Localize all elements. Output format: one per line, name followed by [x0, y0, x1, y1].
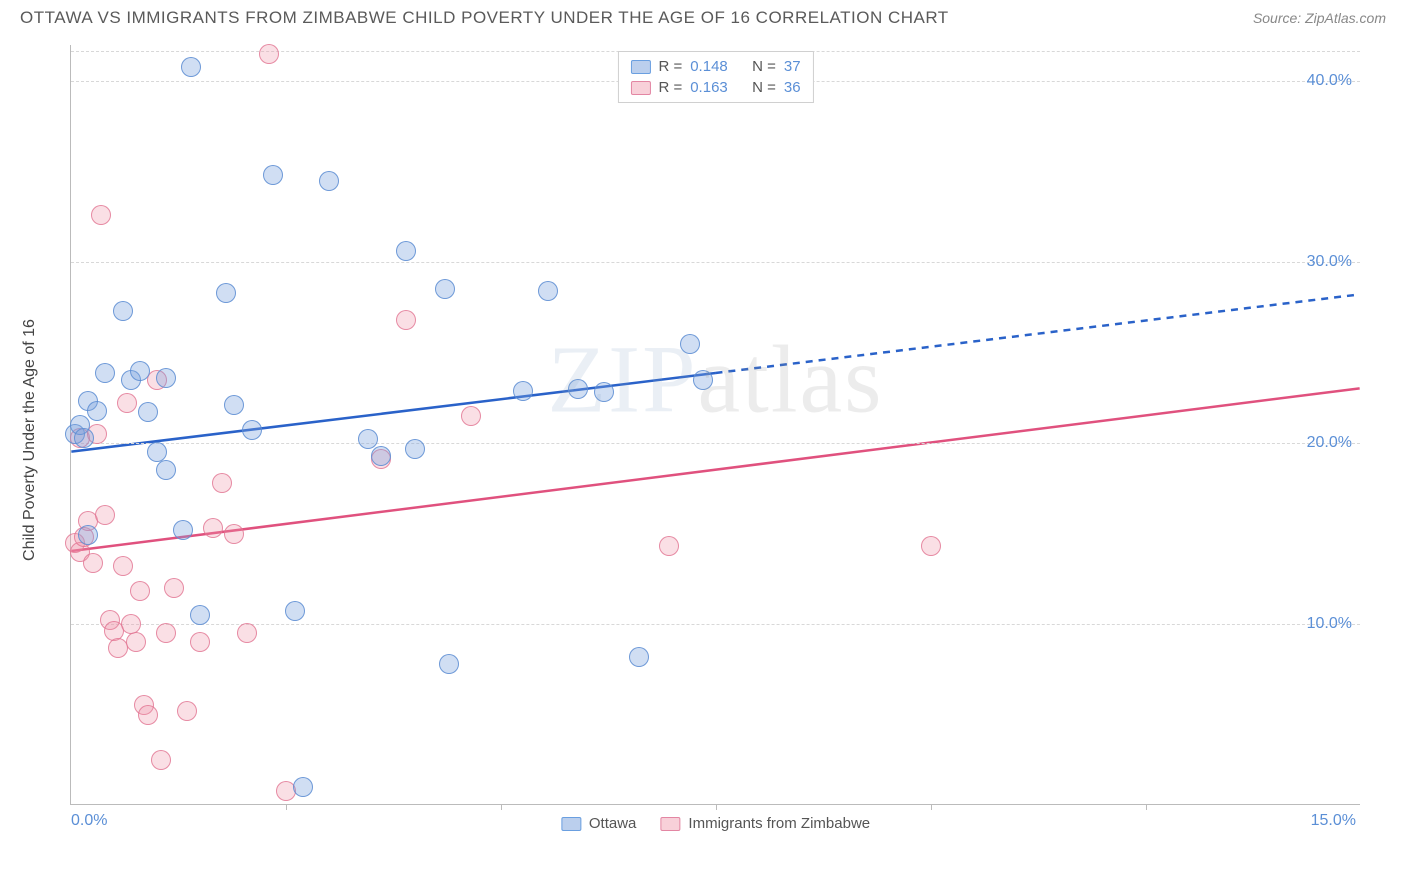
data-point — [513, 381, 533, 401]
swatch-blue — [561, 817, 581, 831]
data-point — [237, 623, 257, 643]
data-point — [435, 279, 455, 299]
r-value: 0.163 — [690, 79, 728, 96]
x-tick-label: 0.0% — [71, 812, 107, 830]
data-point — [181, 57, 201, 77]
data-point — [461, 406, 481, 426]
data-point — [95, 363, 115, 383]
data-point — [156, 368, 176, 388]
data-point — [138, 402, 158, 422]
x-tick — [286, 804, 287, 810]
data-point — [190, 605, 210, 625]
data-point — [117, 393, 137, 413]
x-tick — [501, 804, 502, 810]
series-legend: Ottawa Immigrants from Zimbabwe — [561, 815, 870, 832]
r-label: R = — [658, 58, 682, 75]
data-point — [177, 701, 197, 721]
data-point — [138, 705, 158, 725]
data-point — [74, 428, 94, 448]
x-tick — [931, 804, 932, 810]
data-point — [78, 525, 98, 545]
n-value: 37 — [784, 58, 801, 75]
data-point — [263, 165, 283, 185]
chart-title: OTTAWA VS IMMIGRANTS FROM ZIMBABWE CHILD… — [20, 8, 949, 28]
data-point — [190, 632, 210, 652]
legend-label: Immigrants from Zimbabwe — [688, 815, 870, 832]
x-tick — [1146, 804, 1147, 810]
data-point — [91, 205, 111, 225]
y-tick-label: 10.0% — [1307, 615, 1352, 633]
data-point — [396, 310, 416, 330]
legend-item-ottawa: Ottawa — [561, 815, 637, 832]
data-point — [439, 654, 459, 674]
data-point — [293, 777, 313, 797]
data-point — [285, 601, 305, 621]
data-point — [87, 401, 107, 421]
grid-line — [71, 262, 1360, 263]
swatch-pink — [660, 817, 680, 831]
y-tick-label: 40.0% — [1307, 72, 1352, 90]
watermark: ZIPatlas — [548, 323, 884, 434]
data-point — [538, 281, 558, 301]
n-label: N = — [752, 58, 776, 75]
grid-line — [71, 443, 1360, 444]
n-value: 36 — [784, 79, 801, 96]
swatch-blue — [630, 60, 650, 74]
data-point — [396, 241, 416, 261]
data-point — [212, 473, 232, 493]
legend-row-zimbabwe: R = 0.163 N = 36 — [630, 77, 800, 98]
data-point — [130, 581, 150, 601]
legend-label: Ottawa — [589, 815, 637, 832]
data-point — [156, 623, 176, 643]
data-point — [680, 334, 700, 354]
y-axis-label: Child Poverty Under the Age of 16 — [21, 319, 39, 561]
data-point — [242, 420, 262, 440]
n-label: N = — [752, 79, 776, 96]
data-point — [121, 614, 141, 634]
data-point — [164, 578, 184, 598]
y-tick-label: 30.0% — [1307, 253, 1352, 271]
legend-item-zimbabwe: Immigrants from Zimbabwe — [660, 815, 870, 832]
data-point — [203, 518, 223, 538]
data-point — [95, 505, 115, 525]
legend-row-ottawa: R = 0.148 N = 37 — [630, 56, 800, 77]
data-point — [371, 446, 391, 466]
grid-line — [71, 624, 1360, 625]
data-point — [83, 553, 103, 573]
data-point — [113, 301, 133, 321]
data-point — [629, 647, 649, 667]
source-attribution: Source: ZipAtlas.com — [1253, 10, 1386, 26]
trend-lines — [71, 45, 1360, 804]
swatch-pink — [630, 81, 650, 95]
data-point — [156, 460, 176, 480]
data-point — [259, 44, 279, 64]
r-label: R = — [658, 79, 682, 96]
correlation-legend: R = 0.148 N = 37 R = 0.163 N = 36 — [617, 51, 813, 103]
data-point — [594, 382, 614, 402]
chart-container: Child Poverty Under the Age of 16 ZIPatl… — [50, 45, 1386, 835]
x-tick — [716, 804, 717, 810]
data-point — [693, 370, 713, 390]
x-tick-label: 15.0% — [1311, 812, 1356, 830]
data-point — [921, 536, 941, 556]
data-point — [224, 395, 244, 415]
data-point — [568, 379, 588, 399]
data-point — [151, 750, 171, 770]
data-point — [173, 520, 193, 540]
data-point — [216, 283, 236, 303]
data-point — [130, 361, 150, 381]
data-point — [147, 442, 167, 462]
plot-area: ZIPatlas R = 0.148 N = 37 R = 0.163 N = … — [70, 45, 1360, 805]
y-tick-label: 20.0% — [1307, 434, 1352, 452]
data-point — [659, 536, 679, 556]
data-point — [319, 171, 339, 191]
data-point — [126, 632, 146, 652]
data-point — [405, 439, 425, 459]
data-point — [224, 524, 244, 544]
data-point — [113, 556, 133, 576]
r-value: 0.148 — [690, 58, 728, 75]
